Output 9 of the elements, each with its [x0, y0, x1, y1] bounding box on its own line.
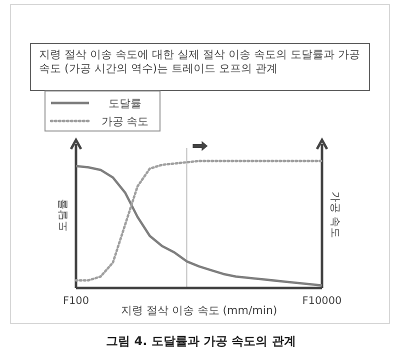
x-tick-label: F10000 [302, 295, 342, 307]
chart-title: 지령 절삭 이송 속도에 대한 실제 절삭 이송 속도의 도달률과 가공 속도 (가공 시간의 역수)는 트레이드 오프의 관계 [30, 43, 370, 91]
x-axis-title: 지령 절삭 이송 속도 (mm/min) [120, 304, 278, 317]
legend-label: 가공 속도 [101, 115, 149, 128]
y2-axis-title: 가공 속도 [329, 191, 341, 239]
x-tick-label: F100 [62, 295, 90, 307]
y-axis-title: 도달률 [57, 198, 69, 232]
legend-label: 도달률 [108, 97, 142, 110]
caption: 그림 4. 도달률과 가공 속도의 관계 [105, 333, 297, 350]
